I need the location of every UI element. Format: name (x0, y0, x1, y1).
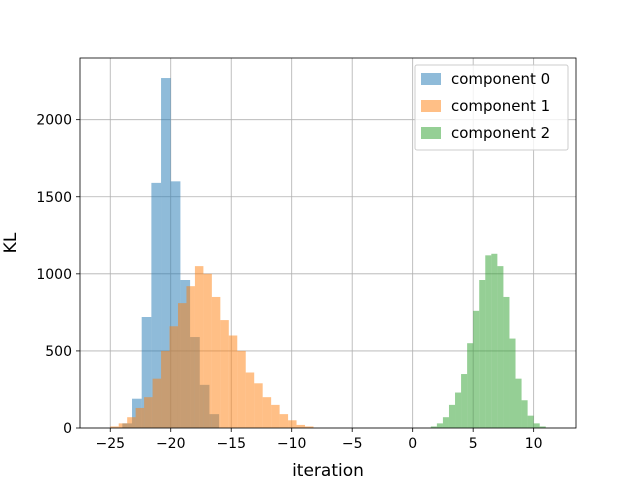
bar (491, 253, 498, 428)
bar (177, 303, 187, 428)
bar (135, 407, 145, 428)
x-axis-label: iteration (292, 461, 364, 480)
legend-label: component 2 (451, 124, 550, 142)
legend-swatch (421, 100, 441, 112)
series-1-bars (110, 266, 314, 428)
x-axis-ticks: −25 −20 −15 −10 −5 0 5 10 (95, 428, 543, 452)
bar (237, 350, 246, 428)
bar (127, 417, 136, 428)
bar (170, 181, 181, 428)
bar (144, 397, 153, 428)
bar (110, 426, 119, 428)
bar (497, 266, 504, 428)
x-tick-label: 10 (525, 436, 543, 452)
bar (448, 404, 456, 428)
y-tick-label: 0 (63, 421, 72, 437)
bar (527, 415, 534, 428)
x-tick-label: −25 (95, 436, 125, 452)
bar (254, 383, 263, 428)
bar (279, 414, 289, 428)
x-tick-label: −20 (156, 436, 186, 452)
y-tick-label: 1500 (36, 190, 72, 206)
bar (169, 326, 178, 428)
bar (245, 372, 255, 428)
bar (473, 310, 480, 428)
bar (118, 423, 128, 428)
bar (161, 350, 170, 428)
x-tick-label: −10 (277, 436, 307, 452)
y-tick-label: 1000 (36, 267, 72, 283)
bar (436, 423, 443, 428)
y-tick-label: 500 (45, 344, 72, 360)
bar (509, 338, 516, 428)
bar (152, 378, 162, 428)
legend-label: component 0 (451, 70, 550, 88)
bar (503, 296, 510, 428)
x-tick-label: 5 (469, 436, 478, 452)
legend: component 0 component 1 component 2 (414, 64, 569, 151)
bar (533, 423, 540, 428)
bar (467, 343, 474, 428)
bar (305, 426, 314, 428)
bar (194, 266, 204, 428)
legend-swatch (421, 127, 441, 139)
bar (151, 182, 162, 428)
bar (442, 417, 449, 428)
x-tick-label: −5 (342, 436, 363, 452)
bar (296, 424, 306, 428)
bar (220, 320, 229, 428)
bar (262, 397, 272, 428)
bar (161, 78, 171, 429)
legend-swatch (421, 73, 441, 85)
histogram-bars (110, 78, 546, 429)
plot-frame (79, 57, 577, 429)
bar (228, 335, 238, 428)
series-2-bars (430, 253, 546, 428)
legend-label: component 1 (451, 97, 550, 115)
y-tick-label: 2000 (36, 113, 72, 129)
bar (485, 255, 492, 428)
bar (515, 378, 522, 428)
bar (203, 273, 212, 428)
y-axis-label: KL (1, 232, 21, 253)
bar (186, 286, 195, 428)
bar (211, 296, 221, 428)
bar (479, 280, 486, 428)
y-axis-ticks: 0 500 1000 1500 2000 (36, 113, 80, 437)
bar (539, 426, 546, 428)
bar (455, 392, 462, 428)
x-tick-label: 0 (408, 436, 417, 452)
bar (141, 317, 152, 428)
bar (521, 400, 528, 428)
bar (271, 404, 280, 428)
legend-frame (414, 64, 569, 151)
bar (288, 420, 297, 428)
x-tick-label: −15 (216, 436, 246, 452)
bar (461, 374, 468, 428)
bar (430, 426, 437, 428)
